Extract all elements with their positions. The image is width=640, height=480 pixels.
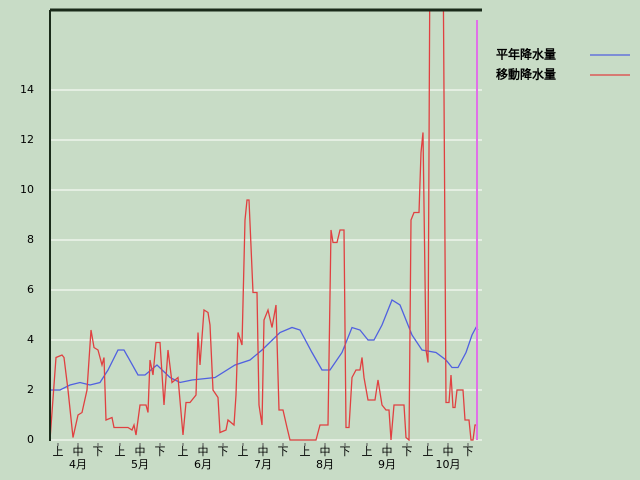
- month-label: 7月: [254, 458, 272, 471]
- month-label: 9月: [378, 458, 396, 471]
- y-tick-label: 4: [27, 333, 34, 346]
- x-tick-label: 下: [340, 445, 351, 458]
- x-tick-label: 上: [362, 445, 373, 458]
- x-tick-label: 中: [258, 445, 269, 458]
- x-tick-label: 中: [443, 445, 454, 458]
- x-tick-label: 下: [155, 445, 166, 458]
- month-label: 4月: [69, 458, 87, 471]
- month-label: 10月: [436, 458, 461, 471]
- x-tick-label: 下: [218, 445, 229, 458]
- x-tick-label: 下: [278, 445, 289, 458]
- x-tick-label: 中: [198, 445, 209, 458]
- series-line: [50, 10, 478, 441]
- y-tick-label: 8: [27, 233, 34, 246]
- series-line: [50, 299, 479, 391]
- x-tick-label: 中: [135, 445, 146, 458]
- y-tick-label: 12: [20, 133, 34, 146]
- x-tick-label: 下: [402, 445, 413, 458]
- x-tick-label: 中: [382, 445, 393, 458]
- plot-lines: [50, 10, 479, 441]
- y-tick-label: 14: [20, 83, 34, 96]
- x-tick-label: 上: [115, 445, 126, 458]
- legend-label: 平年降水量: [496, 47, 556, 62]
- x-tick-label: 中: [73, 445, 84, 458]
- x-tick-label: 下: [93, 445, 104, 458]
- labels: 02468101214上中下上中下上中下上中下上中下上中下上中下4月 5月 6月 7月…: [20, 47, 630, 471]
- x-tick-label: 中: [320, 445, 331, 458]
- grid: [50, 89, 482, 441]
- y-tick-label: 0: [27, 433, 34, 446]
- x-tick-label: 下: [463, 445, 474, 458]
- y-tick-label: 2: [27, 383, 34, 396]
- x-tick-label: 上: [300, 445, 311, 458]
- x-tick-label: 上: [53, 445, 64, 458]
- legend-label: 移動降水量: [496, 67, 556, 82]
- month-label: 5月: [131, 458, 149, 471]
- y-tick-label: 6: [27, 283, 34, 296]
- x-tick-label: 上: [178, 445, 189, 458]
- y-tick-label: 10: [20, 183, 34, 196]
- month-label: 8月: [316, 458, 334, 471]
- x-tick-label: 上: [238, 445, 249, 458]
- x-tick-label: 上: [423, 445, 434, 458]
- month-label: 6月: [194, 458, 212, 471]
